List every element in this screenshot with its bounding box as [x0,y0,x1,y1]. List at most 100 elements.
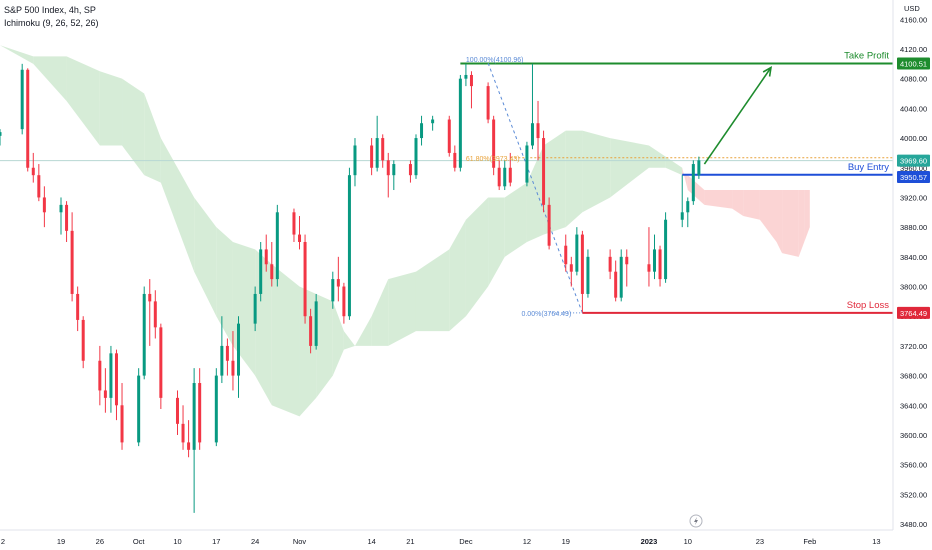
candle[interactable] [492,115,496,176]
candle-body [59,204,63,213]
candle[interactable] [347,167,351,320]
candle[interactable] [420,115,424,146]
candle[interactable] [342,282,346,324]
candle[interactable] [120,383,124,450]
candle[interactable] [159,323,163,410]
candle[interactable] [564,234,568,272]
x-tick-label: 14 [367,537,375,546]
candle[interactable] [187,420,191,458]
candle[interactable] [691,160,695,205]
candle[interactable] [303,234,307,324]
candle[interactable] [231,331,235,391]
candle[interactable] [198,368,202,450]
candle[interactable] [26,68,30,172]
candle[interactable] [237,316,241,398]
candle[interactable] [497,160,501,191]
cloud-bullish-segment [299,286,317,417]
candle[interactable] [381,134,385,168]
candle-body [314,301,318,346]
candle[interactable] [253,286,257,332]
candle[interactable] [76,286,80,332]
candle[interactable] [142,286,146,380]
candle[interactable] [647,227,651,287]
lightning-icon[interactable] [689,514,703,528]
candle[interactable] [680,175,684,228]
candle[interactable] [392,160,396,191]
candle[interactable] [137,368,141,447]
candle[interactable] [259,241,263,302]
candle[interactable] [0,129,2,146]
candle[interactable] [353,138,357,187]
candle[interactable] [536,100,540,161]
candle[interactable] [114,349,118,421]
candle[interactable] [175,390,179,435]
candle[interactable] [225,338,229,376]
candle[interactable] [619,249,623,302]
cloud-bullish-segment [665,156,683,176]
candle[interactable] [292,208,296,242]
candle[interactable] [458,74,462,172]
candle[interactable] [652,234,656,280]
candle[interactable] [658,245,662,287]
candle[interactable] [414,134,418,179]
candle[interactable] [65,201,69,242]
candle[interactable] [331,271,335,309]
candle[interactable] [386,152,390,198]
candle[interactable] [486,82,490,124]
candle[interactable] [192,368,196,513]
candle[interactable] [625,249,629,287]
candle[interactable] [370,138,374,176]
candle[interactable] [181,405,185,450]
candle[interactable] [31,152,35,183]
cloud-bullish-segment [144,93,161,183]
candle[interactable] [575,227,579,276]
candle-body [530,123,534,146]
candle[interactable] [580,230,584,313]
candle[interactable] [408,160,412,183]
candle[interactable] [214,368,218,447]
candle-body [26,69,30,168]
candle[interactable] [37,164,41,202]
candle[interactable] [542,130,546,213]
candle[interactable] [298,216,302,250]
candle[interactable] [59,197,63,235]
candle[interactable] [469,71,473,109]
candle[interactable] [220,316,224,384]
candle[interactable] [309,308,313,354]
candle[interactable] [270,241,274,287]
candle[interactable] [109,345,113,413]
candle[interactable] [508,152,512,187]
candle[interactable] [153,290,157,339]
candle[interactable] [614,260,618,302]
candle[interactable] [70,212,74,302]
candle[interactable] [20,63,24,135]
candle[interactable] [42,186,46,228]
candle[interactable] [586,249,590,298]
candle[interactable] [525,141,529,187]
candle[interactable] [264,234,268,272]
candle[interactable] [664,212,668,283]
candle[interactable] [503,160,507,191]
candle[interactable] [431,115,435,131]
candle[interactable] [314,293,318,350]
candle[interactable] [697,156,701,179]
candle[interactable] [98,345,102,406]
candle[interactable] [148,279,152,346]
candle[interactable] [375,115,379,172]
candle[interactable] [547,197,551,250]
candle[interactable] [453,145,457,172]
candle-body [81,319,85,361]
candle[interactable] [464,63,468,87]
candle[interactable] [447,115,451,157]
candle[interactable] [530,63,534,150]
candle[interactable] [81,316,85,369]
candle[interactable] [275,204,279,287]
candle[interactable] [569,256,573,287]
candles-layer [0,63,701,513]
candle-body [347,175,351,317]
candle[interactable] [336,256,340,302]
candle[interactable] [608,249,612,280]
candle[interactable] [686,197,690,228]
candle[interactable] [103,368,107,413]
